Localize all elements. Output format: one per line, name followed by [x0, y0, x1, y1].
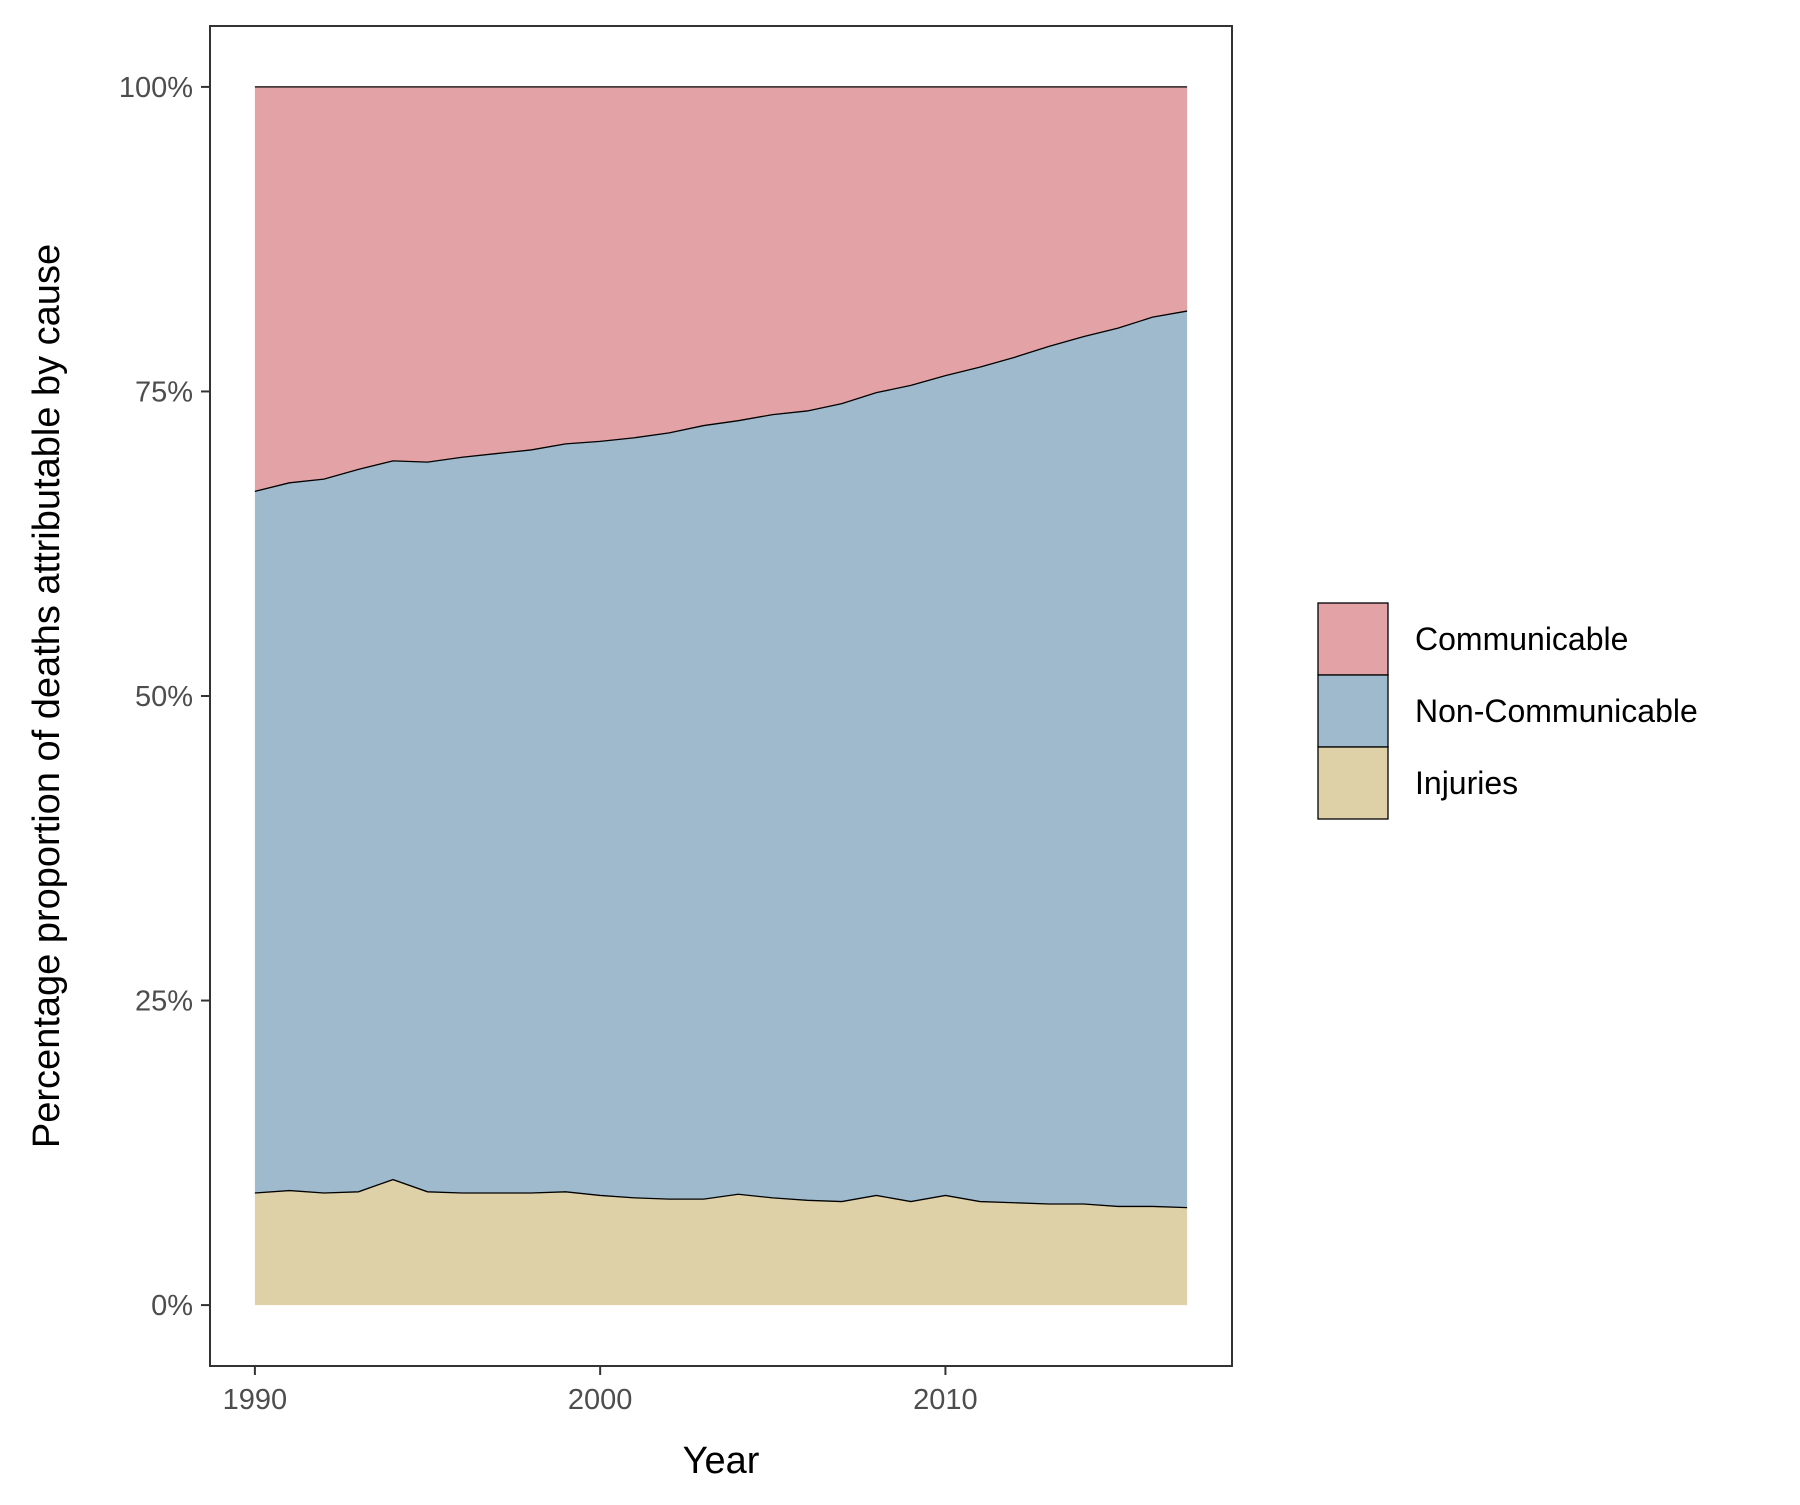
y-tick-label: 100%	[119, 72, 193, 104]
x-tick-label: 1990	[223, 1384, 288, 1416]
legend-label-non-communicable: Non-Communicable	[1415, 693, 1698, 729]
y-axis: 0% 25% 50% 75% 100%	[119, 72, 210, 1322]
legend-key-communicable	[1317, 602, 1389, 676]
line-injuries	[254, 1178, 1188, 1209]
legend-key-non-communicable	[1317, 674, 1389, 748]
y-tick-label: 50%	[135, 681, 193, 713]
y-tick-label: 75%	[135, 376, 193, 408]
x-tick-label: 2010	[913, 1384, 978, 1416]
x-tick-label: 2000	[568, 1384, 633, 1416]
legend-label-injuries: Injuries	[1415, 765, 1518, 801]
legend: Communicable Non-Communicable Injuries	[1317, 602, 1698, 820]
legend-label-communicable: Communicable	[1415, 621, 1628, 657]
y-tick-label: 25%	[135, 986, 193, 1018]
area-communicable	[254, 86, 1188, 492]
legend-key-injuries	[1317, 746, 1389, 820]
series-lines-layer	[254, 86, 1188, 1209]
y-tick-label: 0%	[151, 1290, 193, 1322]
x-axis: 1990 2000 2010	[223, 1366, 978, 1416]
area-non-communicable	[254, 311, 1188, 1208]
areas-layer	[254, 86, 1188, 1306]
x-axis-title: Year	[683, 1440, 760, 1482]
area-injuries	[254, 1179, 1188, 1306]
y-axis-title: Percentage proportion of deaths attribut…	[26, 244, 68, 1148]
line-non-communicable	[254, 310, 1188, 492]
